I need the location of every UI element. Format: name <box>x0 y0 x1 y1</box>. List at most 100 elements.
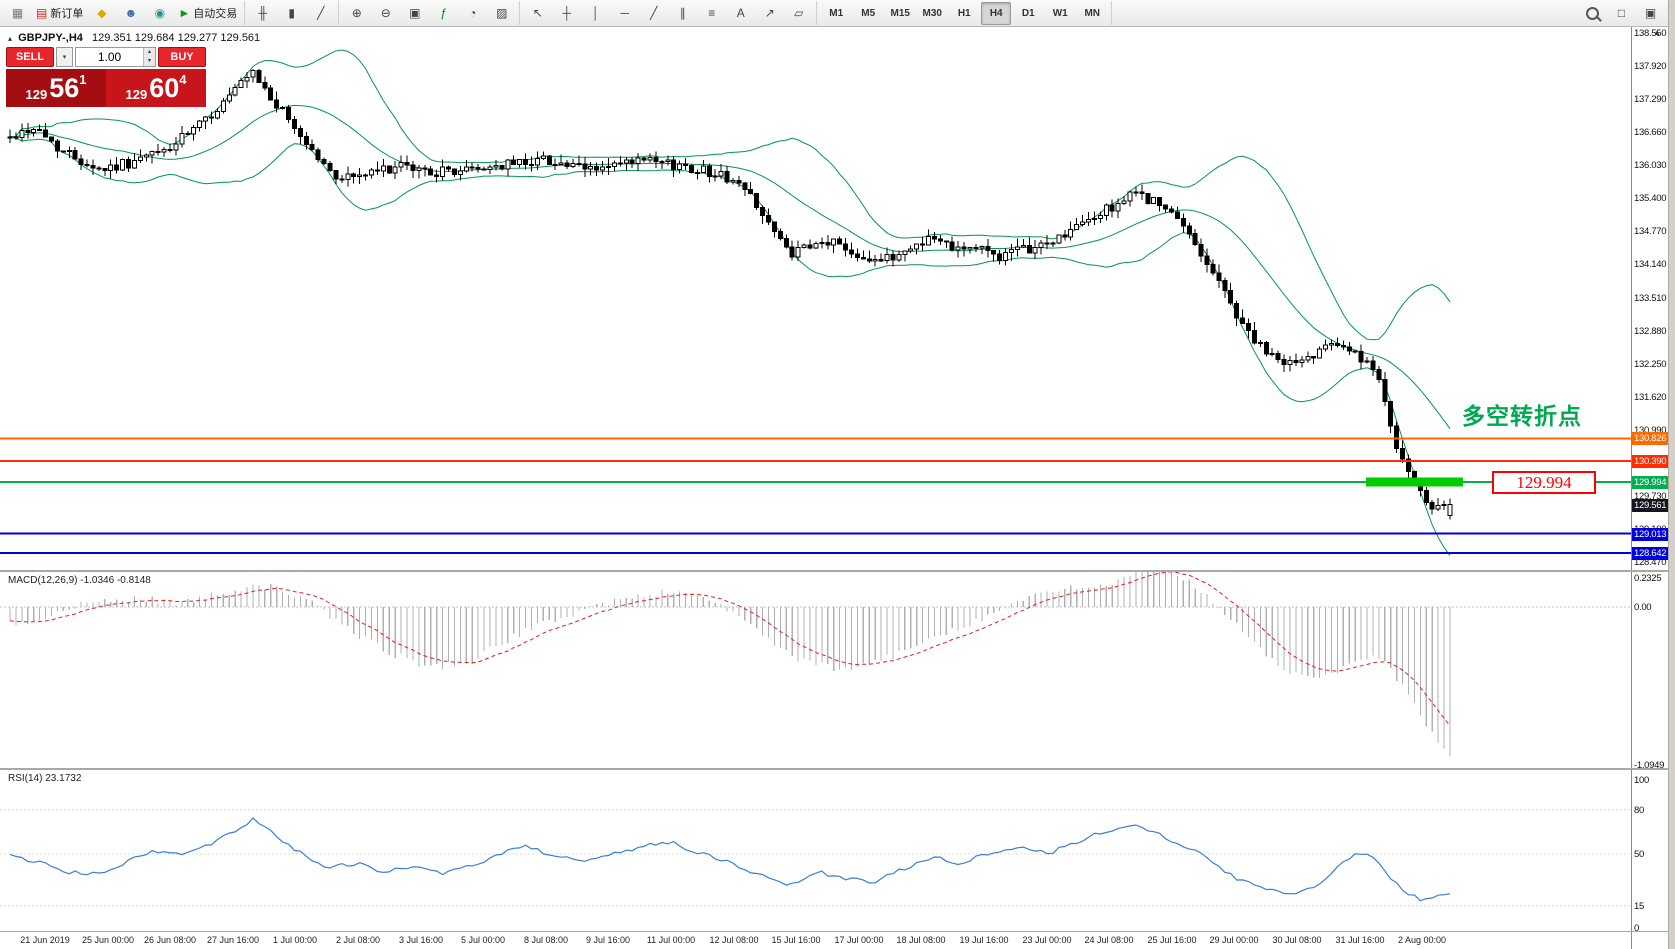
horizontal-price-lines <box>0 437 1631 554</box>
price-axis-label: 134.770 <box>1634 226 1667 237</box>
data-window-icon-button[interactable]: ◉ <box>146 2 173 25</box>
timeframe-h4-button[interactable]: H4 <box>981 1 1012 25</box>
buy-price-panel[interactable]: 129 60 4 <box>106 69 206 107</box>
search-icon <box>1586 6 1599 20</box>
candlestick-chart-type-icon: ▮ <box>288 6 296 20</box>
fibonacci-tool-button[interactable]: ≡ <box>698 2 725 25</box>
horizontal-line-tool-button[interactable]: ─ <box>611 2 638 25</box>
bars-chart-type-button[interactable]: ╫ <box>249 2 276 25</box>
date-axis-label: 23 Jul 00:00 <box>1022 935 1072 945</box>
date-axis-label: 18 Jul 08:00 <box>896 935 946 945</box>
timeframe-m1-button[interactable]: M1 <box>829 7 844 19</box>
volume-input[interactable] <box>76 48 143 66</box>
bollinger-lower-band[interactable] <box>9 136 1451 556</box>
sell-price-panel[interactable]: 129 56 1 <box>6 69 106 107</box>
market-watch-icon-button[interactable]: ☻ <box>117 2 144 25</box>
button-label: 新订单 <box>50 8 84 20</box>
timeframe-w1-button[interactable]: W1 <box>1052 7 1068 19</box>
timeframe-m5-button[interactable]: M5 <box>861 7 876 19</box>
trendline-tool-button[interactable]: ╱ <box>640 2 667 25</box>
indicators-button[interactable]: ƒ <box>430 2 457 25</box>
shapes-tool-button[interactable]: ▱ <box>785 2 812 25</box>
date-axis-label: 5 Jul 00:00 <box>460 935 506 945</box>
timeframe-h1-button[interactable]: H1 <box>957 7 971 19</box>
candlestick-chart-type-button[interactable]: ▮ <box>278 2 305 25</box>
zoom-out-icon: ⊖ <box>380 6 391 20</box>
cursor-tool-button[interactable]: ↖ <box>524 2 551 25</box>
toolbar-group: ▦ ▤ 新订单 ◆ ☻ ◉ ► 自动交易 <box>0 1 246 25</box>
candlestick-series <box>7 69 1453 520</box>
chart-plot-area[interactable] <box>0 27 1631 570</box>
rsi-axis-label: 80 <box>1634 805 1644 816</box>
templates-button[interactable]: ▨ <box>488 2 515 25</box>
periods-button[interactable]: ◔ <box>459 2 486 25</box>
layout-button[interactable]: ▣ <box>1637 2 1664 25</box>
timeframe-d1-button[interactable]: D1 <box>1021 7 1035 19</box>
tile-windows-button[interactable]: ▣ <box>401 2 428 25</box>
date-axis-label: 25 Jul 16:00 <box>1147 935 1197 945</box>
layers-icon-icon: ◆ <box>97 6 107 20</box>
rsi-axis-label: 0 <box>1634 923 1639 934</box>
date-axis-label: 12 Jul 08:00 <box>709 935 759 945</box>
horizontal-line-tool-icon: ─ <box>620 6 629 20</box>
rsi-canvas[interactable] <box>0 770 1631 931</box>
indicators-icon: ƒ <box>440 6 448 20</box>
macd-indicator-panel[interactable] <box>0 572 1631 768</box>
timeframe-m15-button[interactable]: M15 <box>890 7 910 19</box>
chevron-down-icon: ▾ <box>62 54 67 61</box>
line-chart-type-icon: ╱ <box>317 6 325 20</box>
channel-tool-button[interactable]: ∥ <box>669 2 696 25</box>
order-type-dropdown[interactable]: ▾ <box>56 47 73 67</box>
panel-divider[interactable] <box>0 768 1675 770</box>
rsi-indicator-panel[interactable] <box>0 770 1631 931</box>
price-axis-label: 128.470 <box>1634 557 1667 568</box>
vertical-line-tool-button[interactable]: │ <box>582 2 609 25</box>
price-axis-label: 131.620 <box>1634 392 1667 403</box>
text-tool-icon: A <box>736 6 745 20</box>
crosshair-tool-button[interactable]: ┼ <box>553 2 580 25</box>
macd-canvas[interactable] <box>0 572 1631 768</box>
bollinger-middle-band[interactable] <box>9 104 1451 429</box>
price-chart-canvas[interactable] <box>0 27 1631 570</box>
price-line-tag: 129.013 <box>1632 528 1669 541</box>
date-axis-label: 31 Jul 16:00 <box>1335 935 1385 945</box>
date-axis-label: 2 Jul 08:00 <box>335 935 381 945</box>
one-click-trading-panel: SELL ▾ ▴ ▾ BUY 129 56 1 129 60 4 <box>6 47 206 107</box>
buy-button[interactable]: BUY <box>158 47 206 67</box>
arrows-tool-button[interactable]: ↗ <box>756 2 783 25</box>
date-axis-label: 25 Jun 00:00 <box>81 935 135 945</box>
stepper-down-icon[interactable]: ▾ <box>143 57 155 66</box>
zoom-out-button[interactable]: ⊖ <box>372 2 399 25</box>
bollinger-upper-band[interactable] <box>9 49 1451 341</box>
price-axis-label: 137.290 <box>1634 94 1667 105</box>
text-tool-button[interactable]: A <box>727 2 754 25</box>
auto-trading-icon: ► <box>178 6 191 20</box>
panel-divider[interactable] <box>0 570 1675 572</box>
line-chart-type-button[interactable]: ╱ <box>307 2 334 25</box>
layers-icon-button[interactable]: ◆ <box>88 2 115 25</box>
zoom-in-button[interactable]: ⊕ <box>343 2 370 25</box>
timeframe-mn-button[interactable]: MN <box>1084 7 1101 19</box>
new-chart-icon: □ <box>1617 6 1626 20</box>
channel-tool-icon: ∥ <box>679 6 686 20</box>
price-axis-label: 136.660 <box>1634 127 1667 138</box>
stepper-up-icon[interactable]: ▴ <box>143 48 155 57</box>
rsi-label: RSI(14) 23.1732 <box>8 773 82 784</box>
new-order-button[interactable]: ▤ 新订单 <box>33 2 86 25</box>
date-axis-label: 26 Jun 08:00 <box>143 935 197 945</box>
terminal-icon-button[interactable]: ▦ <box>4 2 31 25</box>
volume-stepper: ▴ ▾ <box>142 48 155 66</box>
time-axis[interactable]: 21 Jun 2019 25 Jun 00:00 26 Jun 08:00 27 Ju… <box>0 932 1631 949</box>
collapse-chart-icon[interactable]: ▴ <box>8 34 13 43</box>
sell-button[interactable]: SELL <box>6 47 54 67</box>
panel-divider[interactable] <box>0 931 1675 932</box>
price-axis-label: 132.880 <box>1634 326 1667 337</box>
price-line-highlight[interactable] <box>1366 477 1463 487</box>
auto-trading-button[interactable]: ► 自动交易 <box>175 2 240 25</box>
price-callout-label[interactable]: 129.994 <box>1492 471 1596 494</box>
chart-shift-marker[interactable]: ▲ <box>1653 28 1661 37</box>
timeframe-m30-button[interactable]: M30 <box>922 7 942 19</box>
new-chart-button[interactable]: □ <box>1608 2 1635 25</box>
search-button[interactable] <box>1579 2 1606 25</box>
date-axis-label: 3 Jul 16:00 <box>398 935 444 945</box>
